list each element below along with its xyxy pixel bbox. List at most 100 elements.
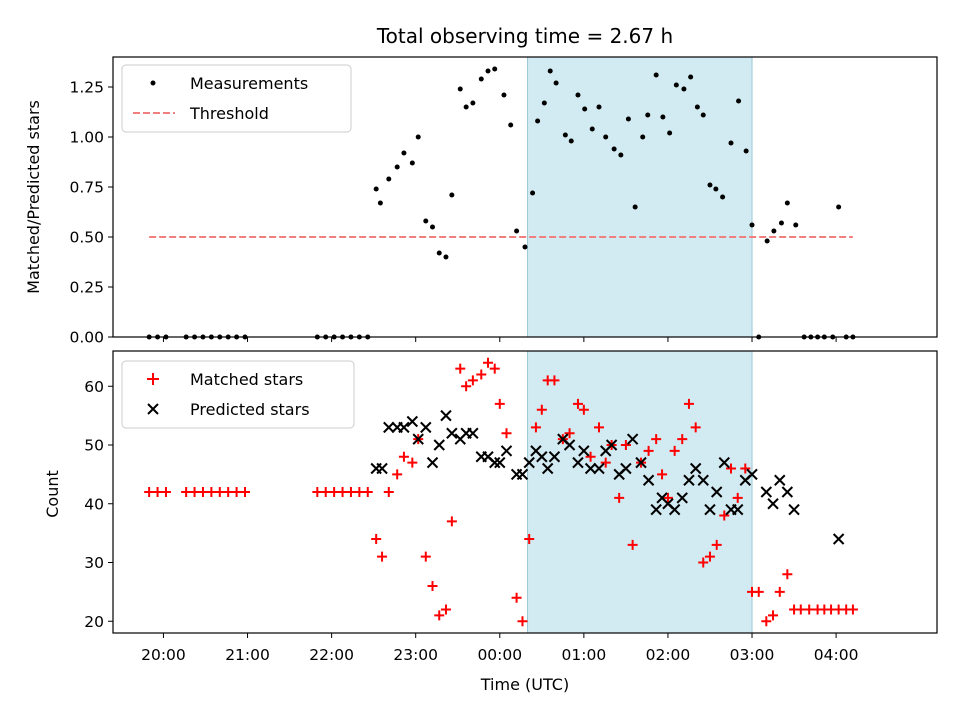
legend-matched-stars-label: Matched stars <box>190 370 303 389</box>
measurements-point <box>463 104 469 110</box>
y-tick-label: 0.75 <box>69 179 104 197</box>
observing-interval-shade <box>527 350 753 634</box>
predicted-stars-point <box>516 468 529 481</box>
predicted-stars-point <box>832 533 845 545</box>
x-tick-label: 02:00 <box>646 646 691 664</box>
measurements-point <box>449 192 455 198</box>
predicted-stars-point <box>788 503 800 516</box>
matched-stars-point <box>524 534 535 544</box>
legend-threshold-label: Threshold <box>189 104 269 123</box>
measurements-point <box>603 134 609 140</box>
measurements-point <box>764 238 770 244</box>
matched-stars-point <box>189 487 200 497</box>
matched-stars-point <box>420 551 431 562</box>
matched-stars-point <box>345 487 356 497</box>
matched-stars-point <box>320 487 331 497</box>
measurements-point <box>522 244 528 250</box>
predicted-stars-point <box>433 439 445 451</box>
measurements-point <box>645 112 651 118</box>
y-tick-label: 30 <box>84 554 104 572</box>
matched-stars-point <box>223 487 234 497</box>
predicted-stars-point <box>376 462 388 475</box>
matched-stars-point <box>774 586 785 597</box>
x-tick-label: 03:00 <box>730 646 775 664</box>
predicted-stars-point <box>697 474 709 486</box>
predicted-stars-point <box>676 492 688 504</box>
predicted-stars-point <box>683 474 695 486</box>
matched-stars-point <box>144 487 155 497</box>
measurements-point <box>582 106 588 112</box>
predicted-stars-point <box>642 474 655 486</box>
measurements-point <box>771 228 777 234</box>
matched-stars-point <box>455 363 466 374</box>
matched-stars-point <box>501 428 512 439</box>
matched-stars-point <box>214 487 225 497</box>
predicted-stars-point <box>635 456 647 469</box>
measurements-point <box>377 200 383 206</box>
legend-predicted-stars-label: Predicted stars <box>190 400 310 419</box>
predicted-stars-point <box>489 456 501 469</box>
chart-title: Total observing time = 2.67 h <box>376 24 673 48</box>
measurements-point <box>700 112 706 118</box>
matched-stars-point <box>231 487 242 497</box>
matched-stars-point <box>732 492 743 503</box>
predicted-stars-point <box>718 456 730 469</box>
measurements-point <box>713 186 719 192</box>
measurements-point <box>443 254 449 260</box>
predicted-stars-point <box>593 462 605 475</box>
measurements-point <box>575 92 581 98</box>
measurements-point <box>836 204 842 210</box>
measurements-point <box>535 118 541 124</box>
y-tick-label: 0.25 <box>69 279 104 297</box>
predicted-stars-point <box>760 486 773 498</box>
matched-stars-point <box>536 404 547 415</box>
bottom-panel: 20 30 40 50 60 20:00 21:00 22:00 23:00 00:00 01:00… <box>84 350 938 664</box>
matched-stars-point <box>152 487 163 497</box>
matched-stars-point <box>240 487 251 497</box>
measurements-point <box>530 190 536 196</box>
top-panel: 0.00 0.25 0.50 0.75 1.00 1.25 <box>69 56 938 347</box>
matched-stars-point <box>651 434 662 445</box>
predicted-stars-point <box>620 462 632 475</box>
measurements-point <box>589 126 595 132</box>
measurements-point <box>457 86 463 92</box>
predicted-stars-point <box>383 421 395 434</box>
predicted-stars-point <box>732 503 744 516</box>
measurements-point <box>430 224 436 230</box>
predicted-stars-point <box>446 427 458 439</box>
measurements-point <box>625 116 631 122</box>
predicted-stars-point <box>650 503 662 516</box>
x-tick-label: 21:00 <box>225 646 270 664</box>
predicted-stars-point <box>626 433 639 445</box>
measurements-point <box>618 152 624 158</box>
matched-stars-point <box>354 487 365 497</box>
y-tick-label: 1.25 <box>69 79 104 97</box>
matched-stars-point <box>643 445 654 456</box>
measurements-point <box>409 160 415 166</box>
matched-stars-point <box>593 422 604 433</box>
predicted-stars-point <box>746 468 758 481</box>
bottom-legend-box <box>121 360 355 429</box>
measurements-point <box>673 82 679 88</box>
plot-frame <box>112 350 938 634</box>
measurements-point <box>501 92 507 98</box>
x-tick-label: 00:00 <box>477 646 522 664</box>
matched-stars-point <box>578 404 589 415</box>
matched-stars-point <box>620 440 631 450</box>
measurements-point <box>660 114 666 120</box>
measurements-point <box>386 176 392 182</box>
matched-stars-point <box>662 492 673 503</box>
matched-stars-point <box>392 469 403 480</box>
matched-stars-point <box>530 422 541 433</box>
matched-stars-point <box>690 422 701 433</box>
predicted-stars-point <box>605 439 618 451</box>
matched-stars-point <box>461 381 472 392</box>
measurements-point <box>688 74 694 80</box>
predicted-stars-point <box>406 415 419 428</box>
measurements-point <box>394 164 400 170</box>
matched-stars-point <box>657 469 668 480</box>
measurements-point <box>373 186 379 192</box>
x-tick-label: 20:00 <box>141 646 186 664</box>
predicted-stars-point <box>774 474 786 486</box>
y-tick-label: 40 <box>84 495 104 513</box>
